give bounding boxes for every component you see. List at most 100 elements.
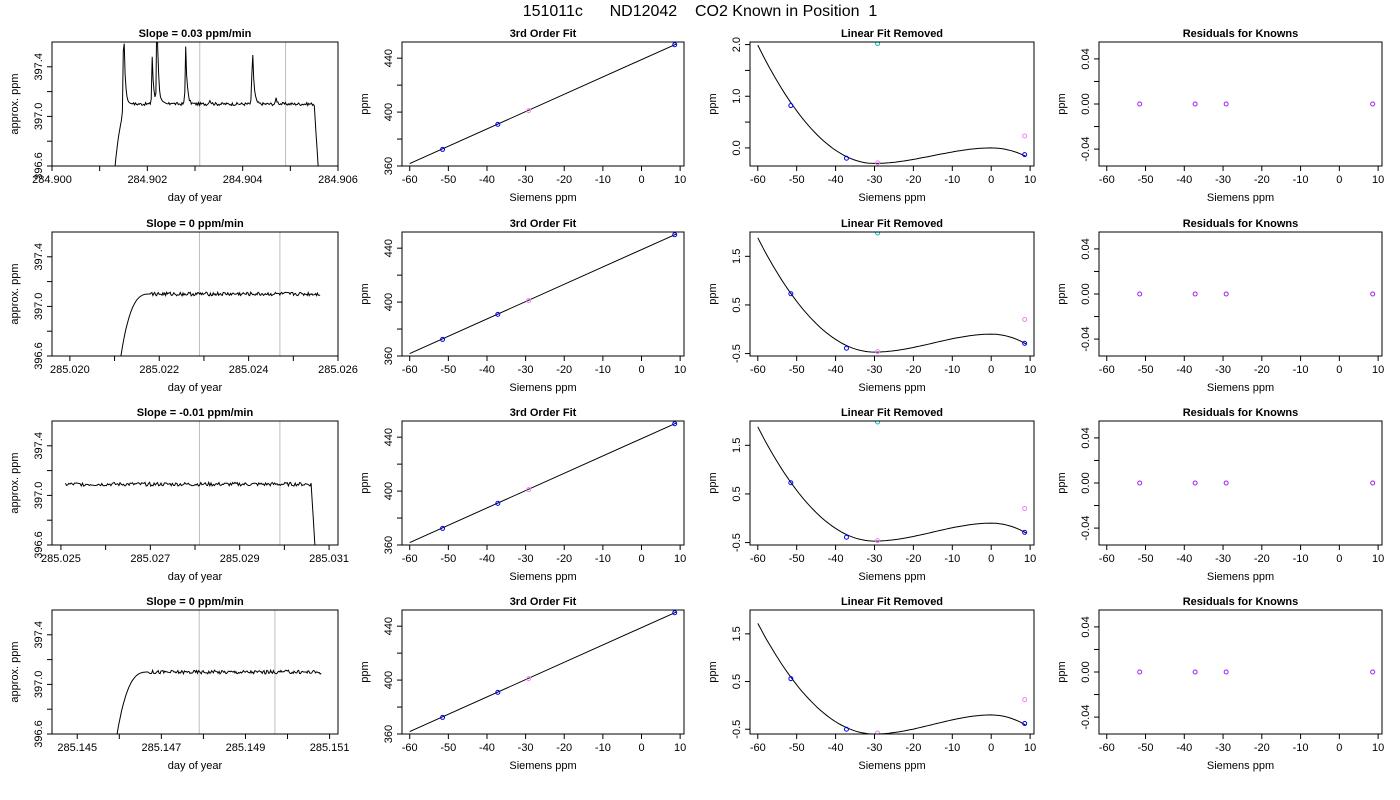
sample-point [1022, 697, 1028, 703]
x-axis-label: Siemens ppm [858, 571, 925, 583]
x-tick-label: 10 [1372, 553, 1384, 565]
plot-frame [401, 41, 685, 167]
sample-point [1022, 133, 1028, 139]
panel-r4-c1: Slope = 0 ppm/min 285.145 285.147 285.149 28… [9, 596, 349, 772]
y-tick-label: 0.5 [731, 486, 743, 501]
known-point [495, 689, 501, 695]
panel-title: 3rd Order Fit [510, 218, 577, 230]
y-tick-label: 0.00 [1080, 93, 1092, 114]
known-point [672, 232, 678, 238]
fit-line [409, 233, 677, 355]
x-axis-label: day of year [168, 382, 223, 394]
residual-point [1192, 480, 1198, 486]
x-tick-label: -40 [1176, 364, 1192, 376]
y-tick-label: 0.00 [1080, 283, 1092, 304]
x-tick-label: 10 [674, 364, 686, 376]
panel-title: Linear Fit Removed [841, 218, 943, 230]
x-tick-label: -30 [1215, 553, 1231, 565]
x-tick-label: -50 [1138, 174, 1154, 186]
y-tick-label: -0.04 [1080, 516, 1092, 541]
x-tick-label: 285.020 [50, 364, 90, 376]
x-axis-label: Siemens ppm [1207, 760, 1274, 772]
data-trace [64, 480, 316, 545]
x-tick-label: -20 [1254, 174, 1270, 186]
plot-frame [749, 609, 1035, 735]
y-tick-label: 397.4 [33, 621, 45, 649]
plot-area [1137, 480, 1376, 486]
known-point [440, 714, 446, 720]
x-tick-label: -30 [867, 553, 883, 565]
y-tick-label: -0.5 [731, 344, 743, 363]
x-tick-label: 0 [1336, 174, 1342, 186]
x-tick-label: -60 [750, 174, 766, 186]
x-axis-label: Siemens ppm [509, 192, 576, 204]
x-tick-label: 285.026 [318, 364, 358, 376]
y-axis-label: ppm [707, 93, 719, 114]
x-tick-label: 0 [638, 742, 644, 754]
known-point [1022, 152, 1028, 158]
y-tick-label: -0.5 [731, 720, 743, 739]
plot-area [409, 232, 678, 355]
x-tick-label: -60 [402, 553, 418, 565]
panel-title: Residuals for Knowns [1183, 218, 1299, 230]
plot-area [409, 421, 678, 544]
y-axis-label: approx. ppm [9, 263, 21, 324]
y-tick-label: 0.04 [1080, 427, 1092, 448]
x-tick-label: 10 [1024, 553, 1036, 565]
x-tick-label: 285.149 [226, 742, 266, 754]
x-tick-label: -10 [595, 174, 611, 186]
y-axis-label: ppm [707, 283, 719, 304]
x-tick-label: 0 [1336, 364, 1342, 376]
x-tick-label: 0 [988, 174, 994, 186]
plot-frame [401, 420, 685, 546]
y-tick-label: 440 [383, 617, 395, 635]
y-axis-label: ppm [1056, 283, 1068, 304]
x-tick-label: -60 [1099, 742, 1115, 754]
y-tick-label: 397.4 [33, 432, 45, 460]
plot-area [757, 421, 1028, 544]
panel-r1-c3: Linear Fit Removed -60 -50 -40 -30 -20 -10 0 10 S… [707, 28, 1036, 204]
panel-title: Slope = 0 ppm/min [146, 218, 244, 230]
y-axis-label: approx. ppm [9, 73, 21, 134]
x-tick-label: -40 [828, 742, 844, 754]
fit-line [409, 43, 677, 165]
panel-title: Slope = 0 ppm/min [146, 596, 244, 608]
plot-frame [401, 231, 685, 357]
x-tick-label: -60 [1099, 553, 1115, 565]
x-tick-label: 284.906 [318, 174, 358, 186]
plot-area [114, 42, 319, 166]
x-tick-label: -20 [1254, 742, 1270, 754]
y-axis-label: ppm [359, 661, 371, 682]
x-tick-label: 0 [988, 364, 994, 376]
sample-point [1022, 506, 1028, 512]
y-tick-label: 0.04 [1080, 238, 1092, 259]
x-tick-label: -50 [789, 742, 805, 754]
plot-frame [749, 41, 1035, 167]
known-point [495, 500, 501, 506]
plot-area [757, 232, 1028, 355]
x-tick-label: -30 [518, 742, 534, 754]
y-tick-label: 0.00 [1080, 472, 1092, 493]
x-tick-label: -30 [1215, 742, 1231, 754]
sample-point [1022, 317, 1028, 323]
panel-r4-c2: 3rd Order Fit -60 -50 -40 -30 -20 -10 0 10 Siemen… [359, 596, 686, 772]
fit-line [409, 422, 677, 544]
x-tick-label: 10 [1024, 174, 1036, 186]
x-tick-label: -60 [750, 742, 766, 754]
x-tick-label: -30 [867, 364, 883, 376]
x-tick-label: 0 [638, 553, 644, 565]
y-tick-label: 397.0 [33, 671, 45, 699]
residual-point [1192, 669, 1198, 675]
residual-point [1192, 291, 1198, 297]
x-tick-label: -30 [518, 553, 534, 565]
data-trace [120, 290, 321, 356]
x-tick-label: -50 [1138, 364, 1154, 376]
x-tick-label: -10 [1293, 364, 1309, 376]
y-tick-label: 0.00 [1080, 661, 1092, 682]
residual-point [1223, 101, 1229, 107]
plot-area [120, 232, 321, 356]
x-tick-label: -40 [479, 174, 495, 186]
known-point [843, 726, 849, 732]
x-tick-label: -20 [556, 553, 572, 565]
